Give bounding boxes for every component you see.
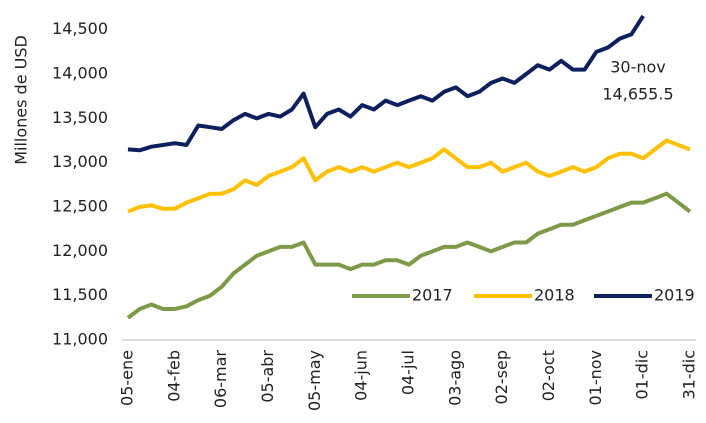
- y-tick-label: 13,500: [52, 108, 108, 127]
- x-tick-label: 05-abr: [258, 350, 277, 403]
- series-line: [128, 141, 690, 212]
- y-tick-label: 13,000: [52, 152, 108, 171]
- x-tick-label: 04-jul: [399, 350, 418, 395]
- x-tick-label: 03-ago: [445, 350, 464, 406]
- x-tick-label: 06-mar: [211, 350, 230, 409]
- series-line: [128, 194, 690, 318]
- x-tick-label: 01-nov: [586, 350, 605, 406]
- y-tick-label: 14,500: [52, 19, 108, 38]
- y-tick-label: 14,000: [52, 64, 108, 83]
- x-tick-label: 02-sep: [492, 350, 511, 404]
- chart: Millones de USD 30-nov 14,655.5 11,000 11…: [0, 0, 706, 423]
- x-tick-label: 05-may: [305, 350, 324, 411]
- legend-label: 2019: [654, 286, 695, 305]
- series-line: [128, 16, 643, 150]
- y-tick-label: 11,000: [52, 330, 108, 349]
- x-tick-label: 01-dic: [633, 350, 652, 400]
- x-tick-label: 04-jun: [352, 350, 371, 401]
- x-tick-label: 02-oct: [539, 350, 558, 401]
- x-tick-label: 31-dic: [680, 350, 699, 400]
- legend-label: 2018: [534, 286, 575, 305]
- y-tick-label: 12,500: [52, 197, 108, 216]
- x-tick-label: 04-feb: [164, 350, 183, 402]
- y-axis-title: Millones de USD: [12, 35, 31, 165]
- legend-label: 2017: [412, 286, 453, 305]
- x-tick-label: 05-ene: [118, 350, 137, 406]
- y-tick-label: 12,000: [52, 241, 108, 260]
- annotation: 14,655.5: [602, 85, 673, 104]
- y-tick-label: 11,500: [52, 285, 108, 304]
- annotation: 30-nov: [610, 58, 666, 77]
